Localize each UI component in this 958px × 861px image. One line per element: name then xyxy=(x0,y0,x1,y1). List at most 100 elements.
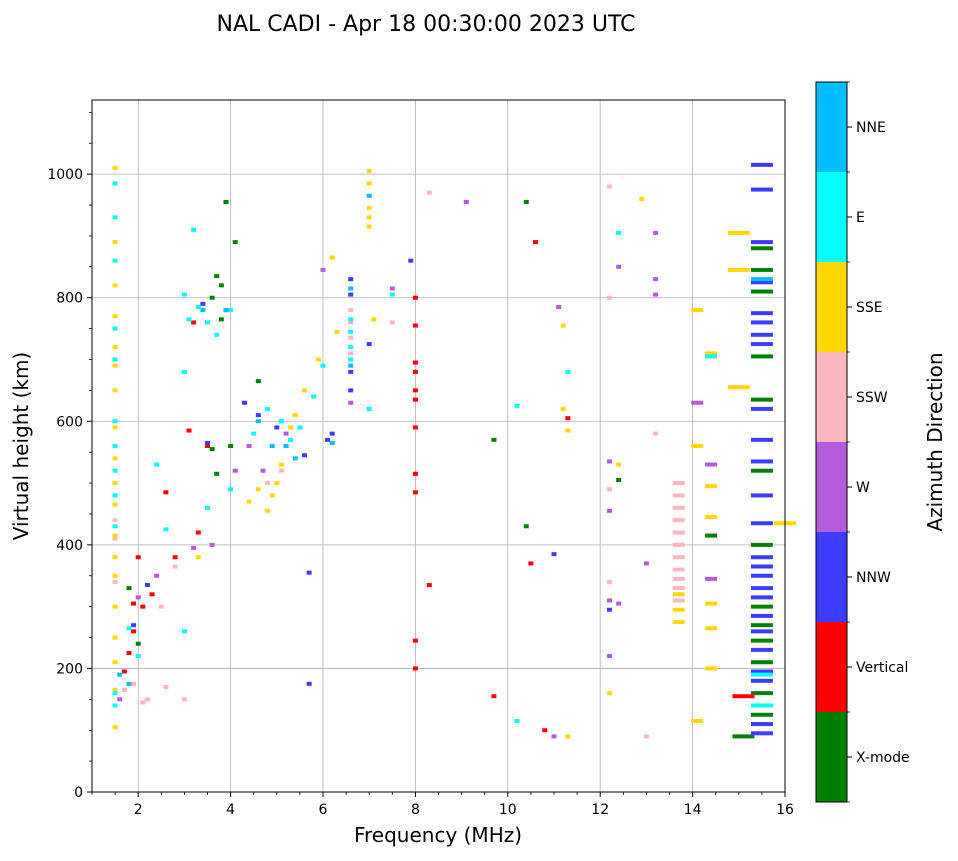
echo-point xyxy=(112,326,118,331)
echo-point xyxy=(112,573,118,578)
echo-point xyxy=(750,564,773,569)
echo-point xyxy=(140,700,146,705)
echo-point xyxy=(117,672,123,677)
echo-point xyxy=(750,342,773,347)
echo-point xyxy=(672,598,685,603)
echo-point xyxy=(302,388,308,393)
echo-point xyxy=(366,181,372,186)
plot-area: 2 4 6 8 10 12 14 16 0 200 400 600 800 1000 xyxy=(47,99,796,818)
echo-point xyxy=(112,481,118,486)
echo-point xyxy=(606,654,612,659)
echo-point xyxy=(533,240,539,245)
echo-point xyxy=(412,397,418,402)
echo-point xyxy=(274,425,280,430)
echo-point xyxy=(218,317,224,322)
echo-point xyxy=(112,419,118,424)
colorbar-label: SSW xyxy=(856,390,888,406)
series-vertical xyxy=(121,240,755,733)
echo-point xyxy=(412,295,418,300)
echo-point xyxy=(727,230,750,235)
echo-point xyxy=(348,400,354,405)
echo-point xyxy=(560,323,566,328)
echo-point xyxy=(705,576,718,581)
echo-point xyxy=(144,697,150,702)
echo-point xyxy=(260,468,266,473)
y-tick-label: 0 xyxy=(74,785,83,801)
echo-point xyxy=(705,533,718,538)
echo-point xyxy=(750,267,773,272)
echo-point xyxy=(606,579,612,584)
echo-point xyxy=(288,425,294,430)
echo-point xyxy=(112,456,118,461)
echo-point xyxy=(112,283,118,288)
echo-point xyxy=(348,277,354,282)
echo-point xyxy=(320,363,326,368)
echo-point xyxy=(528,561,534,566)
echo-point xyxy=(705,462,718,467)
echo-point xyxy=(112,688,118,693)
colorbar-segment xyxy=(816,172,847,262)
echo-point xyxy=(750,555,773,560)
echo-point xyxy=(131,681,137,686)
echo-point xyxy=(112,258,118,263)
echo-point xyxy=(117,697,123,702)
echo-point xyxy=(112,579,118,584)
echo-point xyxy=(135,595,141,600)
echo-point xyxy=(426,190,432,195)
series-x-mode xyxy=(126,199,773,739)
echo-point xyxy=(228,444,234,448)
echo-point xyxy=(672,607,685,612)
echo-point xyxy=(523,524,529,529)
echo-point xyxy=(750,712,773,717)
echo-point xyxy=(565,416,571,421)
echo-point xyxy=(750,613,773,618)
echo-point xyxy=(750,468,773,473)
echo-point xyxy=(750,187,773,192)
echo-point xyxy=(732,734,755,739)
echo-point xyxy=(283,431,289,436)
echo-point xyxy=(412,360,418,365)
echo-point xyxy=(112,536,118,541)
echo-point xyxy=(140,604,146,609)
echo-point xyxy=(750,586,773,591)
echo-point xyxy=(672,493,685,498)
echo-point xyxy=(172,555,178,560)
echo-point xyxy=(214,274,220,279)
echo-point xyxy=(366,206,372,211)
echo-point xyxy=(727,385,750,390)
echo-point xyxy=(705,354,718,359)
echo-point xyxy=(371,317,377,322)
echo-point xyxy=(750,629,773,634)
echo-point xyxy=(218,283,224,288)
echo-point xyxy=(672,530,685,535)
echo-point xyxy=(163,490,169,495)
echo-point xyxy=(672,576,685,581)
echo-point xyxy=(750,289,773,294)
echo-point xyxy=(329,255,335,260)
plot-background xyxy=(92,100,785,792)
echo-point xyxy=(112,363,118,368)
chart-title: NAL CADI - Apr 18 00:30:00 2023 UTC xyxy=(217,12,636,37)
x-tick-label: 10 xyxy=(499,802,517,818)
series-nnw xyxy=(131,162,773,736)
echo-point xyxy=(556,304,562,309)
colorbar-segment xyxy=(816,712,847,802)
echo-point xyxy=(653,230,659,235)
echo-point xyxy=(750,660,773,665)
echo-point xyxy=(616,601,622,606)
echo-point xyxy=(672,542,685,547)
echo-point xyxy=(172,564,178,569)
echo-point xyxy=(131,601,137,606)
echo-point xyxy=(255,419,261,424)
echo-point xyxy=(181,369,187,374)
echo-point xyxy=(126,626,132,631)
echo-point xyxy=(112,604,118,609)
echo-point xyxy=(246,444,252,448)
echo-point xyxy=(750,162,773,167)
echo-point xyxy=(348,351,354,356)
echo-point xyxy=(366,169,372,174)
echo-point xyxy=(278,468,284,473)
echo-point xyxy=(191,320,197,325)
echo-point xyxy=(186,317,192,322)
echo-point xyxy=(750,459,773,464)
